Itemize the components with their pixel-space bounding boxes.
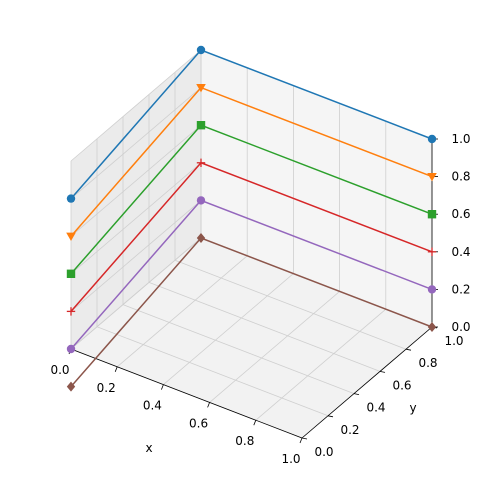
grid-line: [174, 259, 407, 350]
y-tick-mark: [327, 415, 334, 418]
x-axis-label: x: [145, 441, 152, 455]
x-tick-label: 0.6: [189, 416, 208, 430]
grid-line: [96, 326, 329, 417]
series-line: [66, 121, 437, 278]
y-tick-mark: [405, 348, 412, 351]
y-tick-mark: [301, 437, 308, 440]
y-axis-label: y: [409, 401, 416, 415]
x-tick-label: 0.4: [143, 399, 162, 413]
back-pane: [201, 50, 432, 327]
grid-line: [148, 282, 381, 372]
series-line: [66, 158, 437, 316]
y-tick-label: 1.0: [444, 334, 463, 348]
series-line: [66, 196, 437, 354]
marker-diamond: [196, 233, 206, 243]
z-tick-label: 0.4: [451, 245, 470, 259]
grid-line: [70, 237, 202, 350]
axis-lines: [70, 139, 433, 439]
y-tick-label: 0.6: [392, 378, 411, 392]
marker-square: [66, 269, 76, 278]
z-tick-label: 0.0: [451, 320, 470, 334]
grid-line: [163, 273, 294, 385]
x-tick-label: 0.2: [97, 381, 116, 395]
y-axis-line: [301, 326, 433, 439]
marker-diamond: [427, 322, 437, 332]
x-tick-mark: [253, 420, 257, 426]
marker-triangle-down: [196, 84, 206, 93]
x-tick-mark: [207, 402, 210, 408]
grid-line: [70, 124, 202, 237]
y-tick-label: 0.0: [314, 445, 333, 459]
y-tick-label: 0.8: [418, 356, 437, 370]
y-tick-mark: [353, 393, 360, 395]
marker-circle: [196, 196, 206, 205]
series-line: [66, 45, 437, 203]
series-line: [66, 233, 437, 392]
marker-square: [196, 121, 206, 130]
grid-line: [70, 200, 202, 312]
z-tick-label: 1.0: [451, 132, 470, 146]
floor-pane: [71, 238, 432, 438]
marker-circle: [427, 285, 437, 294]
grid-line: [70, 49, 202, 162]
grid-line: [70, 162, 202, 275]
marker-circle: [66, 194, 76, 203]
grid-line: [116, 255, 248, 368]
grid-line: [70, 87, 202, 199]
data-series: [66, 45, 437, 392]
grid-line: [209, 291, 340, 403]
x-tick-mark: [299, 437, 303, 444]
x-tick-mark: [114, 366, 118, 372]
x-tick-label: 0.0: [50, 363, 69, 377]
marker-square: [427, 210, 437, 219]
marker-diamond: [66, 381, 76, 392]
x-tick-label: 0.8: [235, 434, 254, 448]
series-line: [66, 84, 437, 241]
x-tick-label: 1.0: [281, 452, 300, 466]
y-tick-mark: [379, 371, 386, 373]
y-tick-label: 0.4: [366, 401, 385, 415]
tick-labels: 0.00.20.40.60.81.0 0.00.20.40.60.81.00.00…: [50, 132, 470, 466]
grid-line: [122, 304, 355, 394]
marker-triangle-down: [427, 173, 437, 182]
marker-circle: [196, 45, 206, 55]
x-tick-mark: [161, 384, 164, 390]
marker-triangle-down: [66, 232, 76, 241]
x-axis-line: [70, 348, 303, 439]
z-tick-label: 0.8: [451, 170, 470, 184]
z-tick-label: 0.6: [451, 207, 470, 221]
grid-line: [255, 308, 387, 421]
z-tick-label: 0.2: [451, 282, 470, 296]
axis-panes: [71, 50, 432, 438]
marker-circle: [66, 344, 76, 354]
y-tick-label: 0.2: [340, 423, 359, 437]
marker-circle: [427, 134, 437, 144]
